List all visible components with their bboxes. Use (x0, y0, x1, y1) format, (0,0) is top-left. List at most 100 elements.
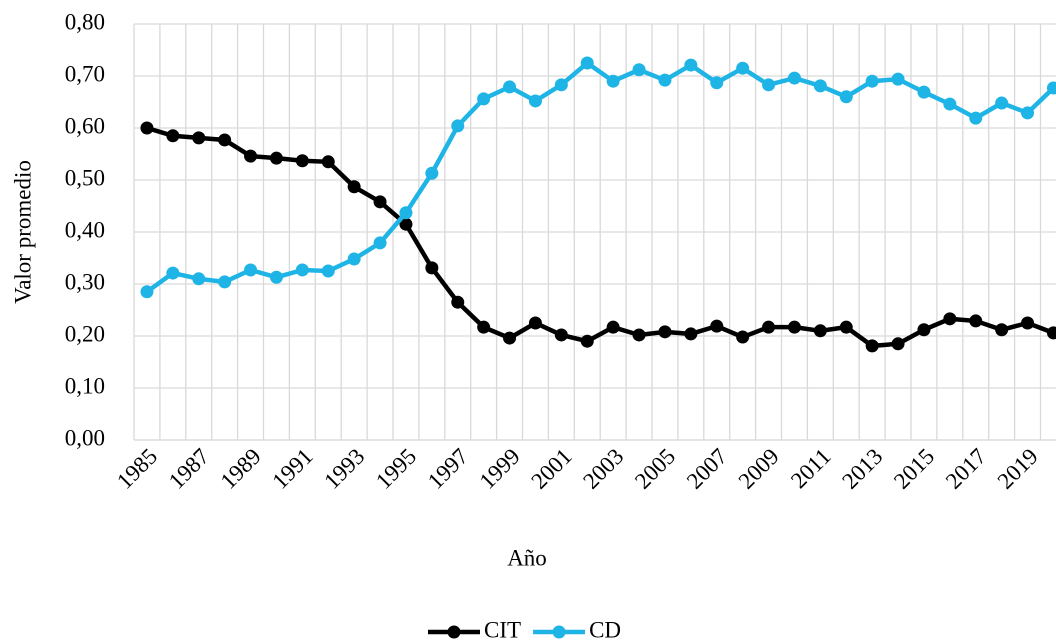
point (787, 71, 801, 85)
point (244, 149, 258, 163)
point (269, 151, 283, 165)
point (140, 285, 154, 299)
x-axis-title: Año (507, 545, 547, 570)
point (995, 96, 1009, 110)
point (658, 73, 672, 87)
point (813, 324, 827, 338)
point (710, 319, 724, 333)
point (425, 261, 439, 275)
x-tick-label: 1995 (371, 444, 421, 494)
point (140, 121, 154, 135)
point (528, 316, 542, 330)
point (632, 63, 646, 77)
point (943, 312, 957, 326)
y-tick-label: 0,10 (65, 373, 105, 398)
point (347, 252, 361, 266)
x-tick-label: 2017 (941, 444, 991, 494)
y-tick-label: 0,20 (65, 321, 105, 346)
point (451, 295, 465, 309)
x-tick-label: 2009 (734, 444, 784, 494)
x-tick-label: 2003 (578, 444, 628, 494)
y-tick-label: 0,30 (65, 269, 105, 294)
x-tick-label: 2001 (526, 444, 576, 494)
legend-marker (447, 625, 461, 639)
point (166, 129, 180, 143)
point (865, 74, 879, 88)
y-tick-label: 0,80 (65, 9, 105, 34)
point (736, 61, 750, 75)
point (477, 320, 491, 334)
point (554, 78, 568, 92)
point (373, 236, 387, 250)
point (658, 325, 672, 339)
y-tick-label: 0,70 (65, 61, 105, 86)
y-tick-label: 0,40 (65, 217, 105, 242)
point (969, 314, 983, 328)
x-tick-label: 1997 (423, 444, 473, 494)
point (425, 166, 439, 180)
point (347, 180, 361, 194)
point (218, 133, 232, 147)
point (839, 320, 853, 334)
x-tick-label: 1993 (319, 444, 369, 494)
point (321, 264, 335, 278)
point (606, 320, 620, 334)
x-tick-label: 2011 (786, 444, 836, 494)
point (865, 339, 879, 353)
point (839, 90, 853, 104)
point (399, 206, 413, 220)
point (451, 119, 465, 133)
point (710, 76, 724, 90)
point (943, 97, 957, 111)
point (295, 154, 309, 168)
point (554, 328, 568, 342)
y-tick-label: 0,50 (65, 165, 105, 190)
point (528, 94, 542, 108)
point (606, 74, 620, 88)
point (917, 85, 931, 99)
point (762, 320, 776, 334)
point (477, 92, 491, 106)
point (269, 270, 283, 284)
point (580, 56, 594, 70)
point (399, 217, 413, 231)
point (684, 327, 698, 341)
x-tick-label: 1987 (164, 444, 214, 494)
point (218, 275, 232, 289)
x-tick-label: 2005 (630, 444, 680, 494)
point (762, 78, 776, 92)
x-tick-label: 1991 (267, 444, 317, 494)
point (192, 272, 206, 286)
point (503, 331, 517, 345)
point (813, 79, 827, 93)
x-tick-label: 1989 (216, 444, 266, 494)
y-tick-label: 0,60 (65, 113, 105, 138)
point (321, 155, 335, 169)
x-tick-label: 2007 (682, 444, 732, 494)
point (166, 266, 180, 280)
x-tick-label: 1985 (112, 444, 162, 494)
legend-label: CIT (484, 617, 521, 642)
point (192, 131, 206, 145)
point (1046, 81, 1056, 95)
point (787, 320, 801, 334)
x-tick-label: 2019 (993, 444, 1043, 494)
point (1021, 316, 1035, 330)
point (917, 323, 931, 337)
point (244, 263, 258, 277)
x-tick-label: 2015 (889, 444, 939, 494)
y-tick-label: 0,00 (65, 425, 105, 450)
point (373, 195, 387, 209)
point (891, 337, 905, 351)
point (632, 328, 646, 342)
point (1021, 106, 1035, 120)
point (580, 334, 594, 348)
point (969, 111, 983, 125)
point (295, 263, 309, 277)
point (995, 323, 1009, 337)
x-tick-label: 1999 (475, 444, 525, 494)
point (503, 80, 517, 94)
point (1046, 326, 1056, 340)
point (891, 72, 905, 86)
